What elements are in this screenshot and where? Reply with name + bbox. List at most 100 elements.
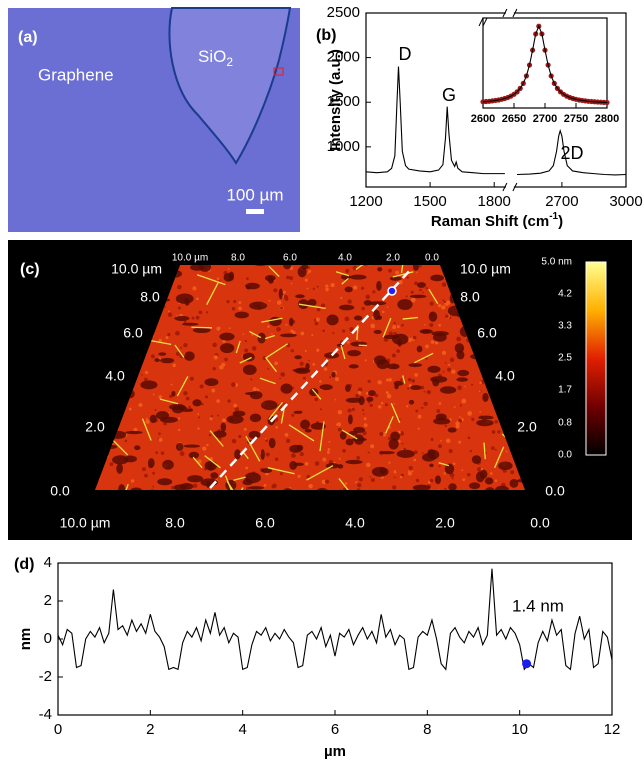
data-line: [57, 568, 613, 671]
dark-patch: [234, 311, 249, 319]
speckle: [444, 362, 447, 364]
speckle: [426, 390, 431, 395]
speckle: [158, 437, 163, 442]
speckle: [456, 336, 462, 342]
speckle: [445, 438, 451, 444]
speckle: [183, 391, 188, 396]
dark-patch: [207, 460, 215, 471]
speckle: [185, 396, 190, 401]
dark-patch: [245, 282, 260, 290]
speckle: [414, 281, 418, 286]
dark-patch: [408, 363, 423, 368]
speckle: [274, 457, 279, 461]
dark-patch: [348, 364, 359, 369]
speckle: [268, 299, 271, 302]
x-tick-label: 0: [54, 721, 62, 738]
speckle: [285, 323, 288, 326]
dark-patch: [294, 367, 311, 374]
speckle: [192, 483, 198, 489]
dark-patch: [140, 380, 158, 390]
x-axis-label-sup: -1: [549, 211, 558, 222]
wrinkle: [233, 476, 246, 481]
speckle: [439, 439, 442, 442]
afm-tick-label: 3.3: [558, 321, 572, 332]
speckle: [410, 290, 414, 294]
dark-patch: [134, 445, 141, 451]
dark-patch: [366, 396, 374, 402]
speckle: [179, 451, 185, 456]
speckle: [284, 433, 289, 437]
dark-patch: [307, 298, 317, 307]
dark-patch: [412, 265, 420, 271]
x-tick-label: 8: [423, 721, 431, 738]
y-tick-label: 1500: [327, 93, 360, 110]
panel-label: (c): [20, 261, 40, 278]
afm-tick-label: 2.0: [85, 419, 105, 435]
speckle: [330, 283, 335, 288]
afm-tick-label: 8.0: [140, 289, 160, 305]
speckle: [407, 377, 412, 382]
speckle: [172, 363, 176, 368]
speckle: [388, 268, 392, 273]
speckle: [314, 461, 320, 466]
speckle: [446, 367, 452, 372]
dark-patch: [345, 384, 351, 393]
speckle: [357, 387, 363, 392]
speckle: [180, 346, 183, 349]
wrinkle: [192, 456, 203, 469]
dark-patch: [280, 383, 293, 394]
speckle: [238, 301, 242, 305]
wrinkle: [141, 418, 152, 441]
speckle: [325, 284, 329, 288]
speckle: [308, 483, 313, 489]
speckle: [369, 403, 373, 408]
speckle: [386, 306, 389, 309]
speckle: [169, 394, 173, 399]
speckle: [444, 487, 447, 490]
speckle: [283, 294, 288, 300]
speckle: [393, 476, 396, 478]
speckle: [399, 475, 403, 479]
speckle: [189, 376, 194, 381]
speckle: [140, 403, 143, 406]
speckle: [417, 414, 422, 419]
x-tick-label: 1800: [478, 193, 511, 210]
speckle: [346, 341, 350, 344]
dark-patch: [410, 385, 422, 391]
dark-patch: [257, 332, 266, 344]
speckle: [263, 483, 267, 487]
speckle: [188, 405, 191, 409]
dark-patch: [293, 462, 304, 467]
afm-tick-label: 8.0: [460, 289, 480, 305]
speckle: [231, 438, 237, 444]
speckle: [393, 470, 397, 474]
speckle: [429, 478, 434, 483]
wrinkle: [414, 352, 434, 364]
x-axis-label-text: Raman Shift (cm: [431, 213, 549, 230]
wrinkle: [206, 282, 219, 305]
dark-patch: [448, 483, 457, 490]
y-axis-label: nm: [17, 628, 34, 651]
speckle: [141, 374, 143, 376]
sio2-text: SiO: [198, 47, 226, 66]
speckle: [217, 436, 222, 441]
dark-patch: [345, 459, 363, 465]
speckle: [150, 354, 155, 359]
dark-patch: [416, 282, 426, 288]
speckle: [224, 357, 228, 362]
dark-patch: [158, 352, 167, 356]
speckle: [158, 395, 163, 399]
speckle: [377, 380, 382, 385]
wrinkle: [235, 487, 244, 490]
speckle: [245, 466, 249, 470]
wrinkle: [390, 402, 401, 423]
panel-label: (b): [316, 27, 336, 44]
speckle: [329, 376, 332, 379]
speckle: [438, 489, 441, 490]
dark-patch: [116, 463, 123, 474]
speckle: [290, 349, 294, 353]
dark-patch: [175, 293, 194, 304]
speckle: [471, 383, 474, 386]
wrinkle: [235, 340, 241, 354]
speckle: [386, 393, 392, 399]
